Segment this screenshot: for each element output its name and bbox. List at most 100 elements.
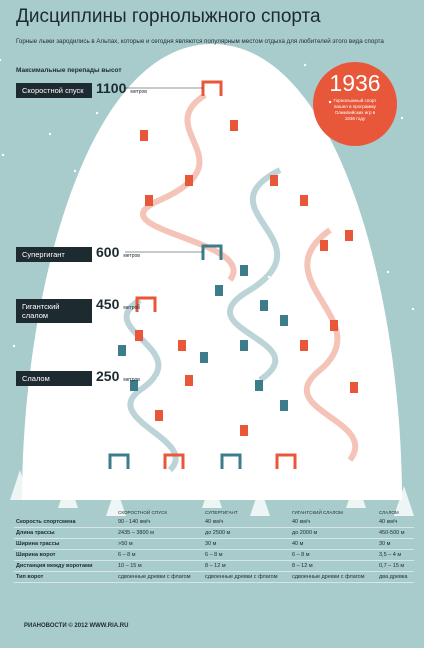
gate-flag <box>200 352 208 363</box>
snowflake <box>95 111 99 115</box>
height-label: Гигантский слалом 450 метров <box>16 296 140 323</box>
snowflake <box>231 487 235 491</box>
gate-arch <box>201 244 223 260</box>
gate-arch <box>275 453 297 469</box>
tree <box>154 470 174 500</box>
snowflake <box>314 254 318 258</box>
gate-flag <box>255 380 263 391</box>
gate-flag <box>230 120 238 131</box>
snowflake <box>267 275 271 279</box>
table-cell: сдвоенные древки с флагом <box>116 571 203 583</box>
table-cell: Ширина ворот <box>14 549 116 561</box>
height-value: 450 <box>96 296 120 312</box>
tree <box>394 486 414 516</box>
gate-arch <box>108 453 130 469</box>
gate-flag <box>240 340 248 351</box>
table-cell: 6 – 8 м <box>203 549 290 561</box>
tree <box>106 486 126 516</box>
snowflake <box>59 323 63 327</box>
ski-track <box>303 227 359 462</box>
snowflake <box>156 376 160 380</box>
snowflake <box>206 450 210 454</box>
snowflake <box>242 238 246 242</box>
snowflake <box>217 201 221 205</box>
tree <box>202 478 222 508</box>
snowflake <box>303 63 307 67</box>
height-value: 250 <box>96 368 120 384</box>
gate-flag <box>270 175 278 186</box>
gate-flag <box>345 230 353 241</box>
table-row: Скорость спортсмена 90 - 140 км/ч 40 км/ч 4… <box>14 517 414 528</box>
gate-flag <box>155 410 163 421</box>
gate-flag <box>140 130 148 141</box>
snowflake <box>12 344 16 348</box>
height-label: Супергигант 600 метров <box>16 244 140 262</box>
table-cell: Длина трассы <box>14 527 116 539</box>
table: СКОРОСТНОЙ СПУСК СУПЕРГИГАНТ ГИГАНТСКИЙ СЛ… <box>14 508 414 583</box>
gate-flag <box>215 285 223 296</box>
table-cell: 6 – 8 м <box>290 549 377 561</box>
table-cell: два древка <box>377 571 414 583</box>
table-cell: 40 км/ч <box>203 517 290 528</box>
table-cell: 40 км/ч <box>377 517 414 528</box>
gate-flag <box>118 345 126 356</box>
height-value: 600 <box>96 244 120 260</box>
snowflake <box>339 291 343 295</box>
gate-flag <box>280 315 288 326</box>
height-unit: метров <box>123 377 140 383</box>
title: Дисциплины горнолыжного спорта <box>16 6 321 27</box>
table-cell: >50 м <box>116 538 203 550</box>
header-spacer <box>14 508 116 517</box>
gate-flag <box>145 195 153 206</box>
height-unit: метров <box>123 305 140 311</box>
table-cell: 30 м <box>203 538 290 550</box>
table-cell: Ширина трассы <box>14 538 116 550</box>
snowflake <box>253 429 257 433</box>
table-header: СКОРОСТНОЙ СПУСК СУПЕРГИГАНТ ГИГАНТСКИЙ СЛ… <box>14 508 414 517</box>
snowflake <box>278 466 282 470</box>
tree <box>346 478 366 508</box>
badge-year: 1936 <box>329 70 381 96</box>
gate-flag <box>130 380 138 391</box>
heights-heading: Максимальные перепады высот <box>16 67 122 74</box>
snowflake <box>386 270 390 274</box>
table-cell: Тип ворот <box>14 571 116 583</box>
footer: РИАНОВОСТИ © 2012 WWW.RIA.RU <box>24 623 128 629</box>
gate-flag <box>185 375 193 386</box>
column-header: СКОРОСТНОЙ СПУСК <box>118 510 168 515</box>
height-label: Слалом 250 метров <box>16 368 140 386</box>
table-cell: 6 – 8 м <box>116 549 203 561</box>
table-cell: 8 – 12 м <box>290 560 377 572</box>
brand: РИАНОВОСТИ <box>24 623 67 629</box>
table-cell: 30 м <box>377 538 414 550</box>
table-cell: 90 - 140 км/ч <box>116 517 203 528</box>
gate-flag <box>260 300 268 311</box>
tree <box>58 478 78 508</box>
snowflake <box>389 365 393 369</box>
height-label: Скоростной спуск 1100 метров <box>16 80 147 98</box>
table-row: Ширина трассы >50 м 30 м 40 м 30 м <box>14 538 414 550</box>
table-cell: 10 – 15 м <box>116 560 203 572</box>
snowflake <box>411 307 415 311</box>
tree <box>298 470 318 500</box>
badge-circle <box>313 62 397 146</box>
snowflake <box>289 217 293 221</box>
snowflake <box>328 100 332 104</box>
gate-flag <box>240 425 248 436</box>
gate-arch <box>163 453 185 469</box>
snowflake <box>292 312 296 316</box>
snowflake <box>195 259 199 263</box>
decorations <box>0 58 415 516</box>
gate-flag <box>320 240 328 251</box>
gate-arch <box>220 453 242 469</box>
discipline-name: Гигантский слалом <box>16 299 92 323</box>
height-unit: метров <box>130 89 147 95</box>
gate-flag <box>350 382 358 393</box>
snowflake <box>48 132 52 136</box>
table-cell: 2435 – 3800 м <box>116 527 203 539</box>
gate-flag <box>300 340 308 351</box>
table-cell: Скорость спортсмена <box>14 517 116 528</box>
